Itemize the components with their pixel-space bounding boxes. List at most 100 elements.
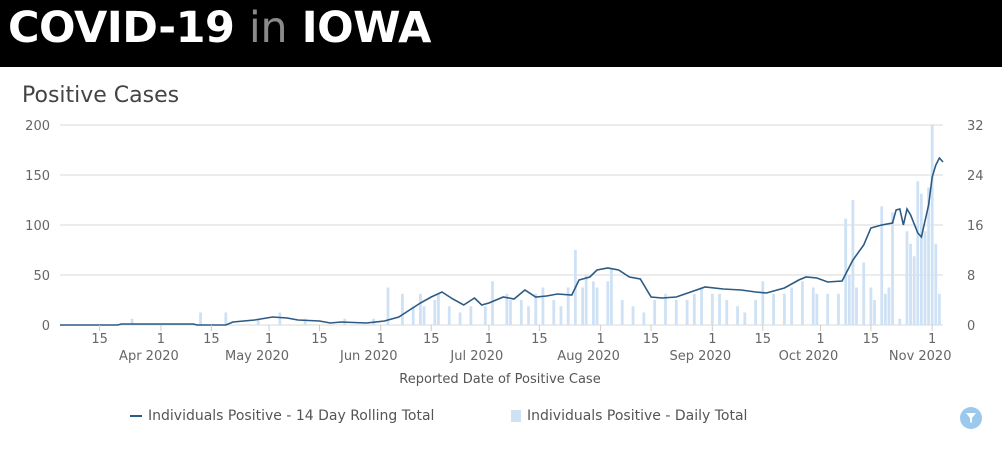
daily-total-bar	[725, 300, 729, 325]
daily-total-bar	[736, 306, 739, 325]
app-title: COVID-19 in IOWA	[8, 3, 431, 53]
x-tick-label: 15	[531, 332, 548, 347]
daily-total-bar	[437, 293, 440, 325]
x-month-label: Sep 2020	[669, 349, 731, 364]
legend-line-swatch	[130, 415, 142, 417]
daily-total-bar	[743, 312, 747, 325]
legend-item-rolling-total[interactable]: Individuals Positive - 14 Day Rolling To…	[130, 408, 434, 424]
daily-total-bar	[710, 293, 714, 325]
daily-total-bar	[559, 306, 563, 325]
daily-total-bar	[199, 312, 202, 325]
daily-total-bar	[919, 193, 923, 325]
daily-total-bar	[811, 287, 815, 325]
daily-total-bar	[862, 262, 866, 325]
app-title-covid: COVID-19	[8, 3, 235, 53]
daily-total-bar	[581, 287, 584, 325]
y-right-tick-label: 8	[967, 269, 975, 284]
app-title-iowa: IOWA	[301, 3, 432, 53]
daily-total-bar	[887, 287, 891, 325]
x-tick-label: 15	[311, 332, 328, 347]
daily-total-bar	[883, 293, 887, 325]
daily-total-bar	[419, 293, 422, 325]
daily-total-bar	[692, 293, 696, 325]
daily-total-bar	[130, 318, 134, 325]
y-right-tick-label: 32	[967, 119, 984, 134]
daily-total-bar	[458, 312, 462, 325]
y-left-tick-label: 0	[42, 319, 50, 334]
x-tick-label: 1	[377, 332, 385, 347]
x-month-label: Jun 2020	[339, 349, 398, 364]
daily-total-bar	[469, 306, 473, 325]
daily-total-bar	[700, 287, 703, 325]
x-tick-label: 15	[203, 332, 220, 347]
daily-total-bar	[891, 212, 894, 325]
daily-total-bar	[400, 293, 404, 325]
filter-button[interactable]	[960, 407, 982, 429]
legend-item-daily-total[interactable]: Individuals Positive - Daily Total	[511, 408, 747, 424]
x-tick-label: 15	[755, 332, 772, 347]
daily-total-bar	[592, 281, 595, 325]
daily-total-bar	[927, 187, 930, 325]
y-left-tick-label: 100	[25, 219, 50, 234]
daily-total-bar	[847, 275, 851, 325]
daily-total-bar	[566, 287, 570, 325]
daily-total-bar	[224, 312, 228, 325]
rolling-total-line[interactable]	[60, 156, 944, 326]
daily-total-bar	[934, 243, 938, 325]
x-tick-label: 1	[708, 332, 716, 347]
x-tick-label: 15	[423, 332, 440, 347]
x-tick-label: 1	[157, 332, 165, 347]
daily-total-bar	[718, 293, 721, 325]
y-left-tick-label: 150	[25, 169, 50, 184]
daily-total-bar	[909, 243, 912, 325]
daily-total-bar	[826, 293, 830, 325]
daily-total-bars[interactable]	[130, 125, 941, 325]
x-tick-label: 15	[643, 332, 660, 347]
daily-total-bar	[411, 306, 415, 325]
x-tick-label: 1	[816, 332, 824, 347]
daily-total-bar	[923, 231, 927, 325]
x-tick-label: 1	[485, 332, 493, 347]
daily-total-bar	[772, 293, 776, 325]
daily-total-bar	[851, 200, 855, 325]
x-tick-label: 15	[863, 332, 880, 347]
daily-total-bar	[631, 306, 635, 325]
x-month-label: Nov 2020	[889, 349, 952, 364]
x-month-label: Apr 2020	[119, 349, 179, 364]
daily-total-bar	[783, 293, 786, 325]
daily-total-bar	[642, 312, 646, 325]
daily-total-bar	[912, 256, 916, 325]
daily-total-bar	[422, 306, 426, 325]
daily-total-bar	[541, 287, 545, 325]
y-axis-right: 0 8 16 24 32	[967, 119, 984, 334]
daily-total-bar	[620, 300, 624, 325]
y-right-tick-label: 24	[967, 169, 984, 184]
daily-total-bar	[685, 300, 689, 325]
daily-total-bar	[898, 318, 902, 325]
daily-total-bar	[837, 293, 840, 325]
daily-total-bar	[815, 293, 819, 325]
daily-total-bar	[278, 312, 282, 325]
legend-label-daily-total: Individuals Positive - Daily Total	[527, 408, 748, 424]
daily-total-bar	[937, 293, 941, 325]
daily-total-bar	[505, 293, 509, 325]
x-tick-label: 1	[265, 332, 273, 347]
daily-total-bar	[256, 318, 260, 325]
daily-total-bar	[552, 300, 556, 325]
x-month-label: Aug 2020	[557, 349, 620, 364]
daily-total-bar	[869, 287, 873, 325]
daily-total-bar	[801, 281, 804, 325]
daily-total-bar	[905, 231, 909, 325]
daily-total-bar	[386, 287, 390, 325]
daily-total-bar	[606, 281, 610, 325]
daily-total-bar	[509, 300, 512, 325]
daily-total-bar	[491, 281, 494, 325]
daily-total-bar	[930, 125, 934, 325]
daily-total-bar	[674, 300, 678, 325]
daily-total-bar	[844, 218, 848, 325]
daily-total-bar	[595, 287, 599, 325]
daily-total-bar	[880, 206, 884, 325]
daily-total-bar	[483, 306, 487, 325]
grid-lines	[60, 124, 943, 326]
